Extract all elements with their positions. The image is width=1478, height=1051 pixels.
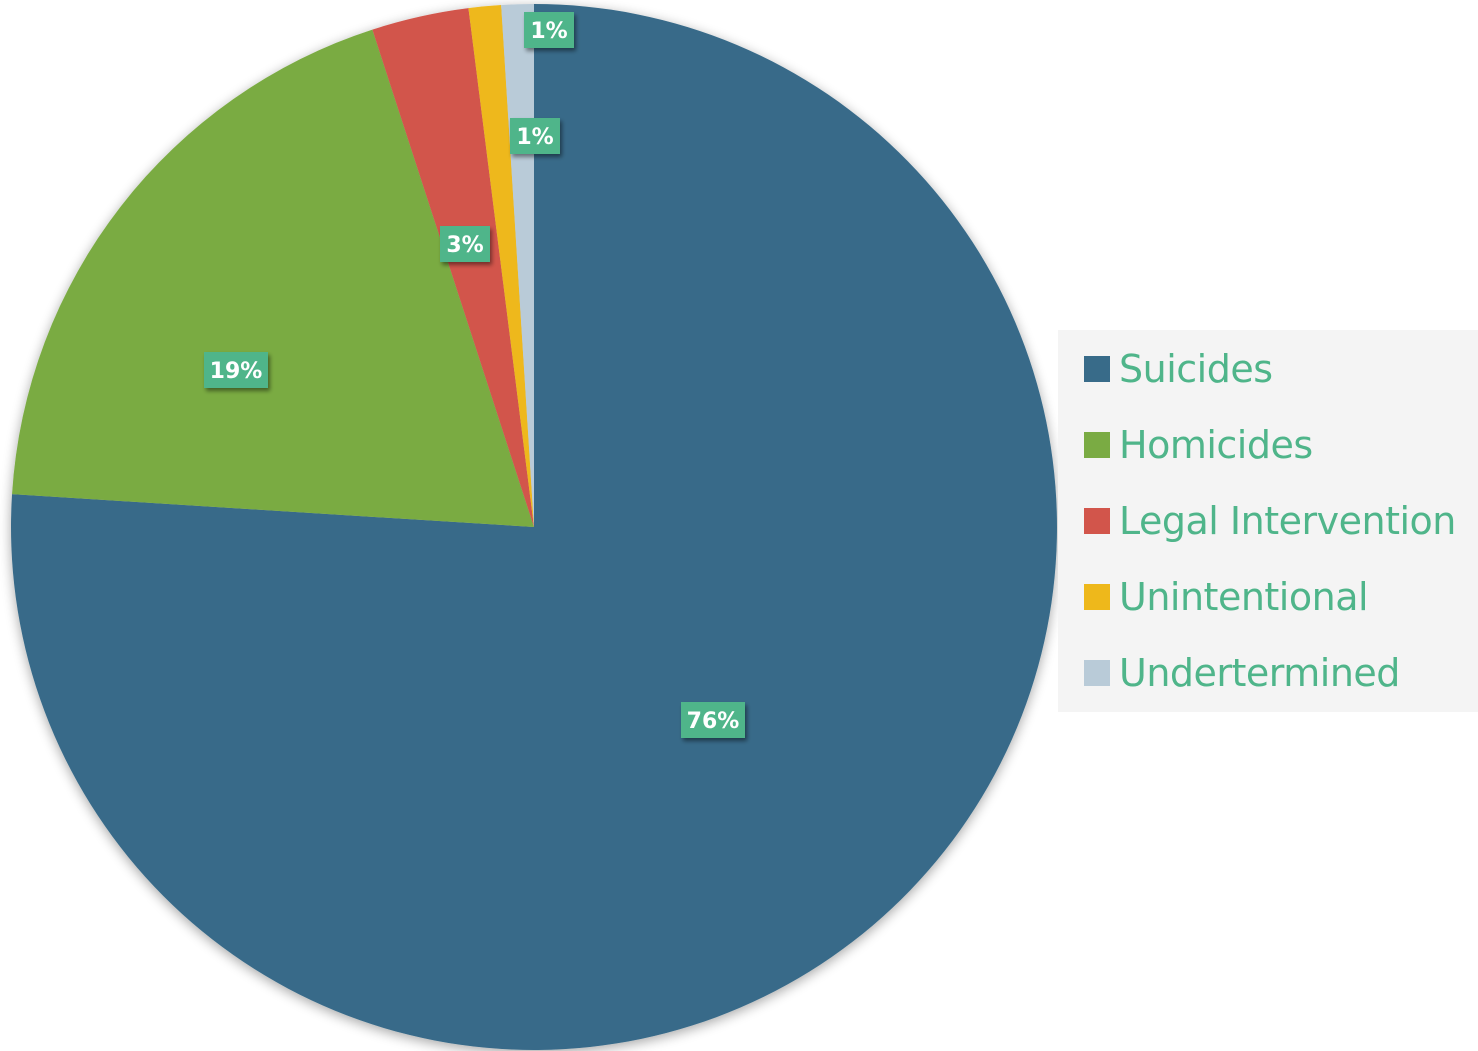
pie-slices [11,4,1058,1050]
data-label-box [681,702,745,738]
legend-item-legal-intervention: Legal Intervention [1084,498,1456,544]
pie-slice-unintentional [468,5,534,527]
legend-label: Suicides [1119,347,1273,391]
legend-swatch [1084,584,1110,610]
data-label-box [510,118,560,154]
data-label-suicides: 76% [681,702,745,738]
legend-label: Homicides [1119,423,1313,467]
data-label-unintentional: 1% [510,118,560,154]
legend-swatch [1084,432,1110,458]
legend-item-homicides: Homicides [1084,422,1313,468]
legend: Suicides Homicides Legal Intervention Un… [1058,330,1478,712]
pie-slice-legal-intervention [372,8,534,527]
legend-swatch [1084,508,1110,534]
legend-label: Undertermined [1119,651,1400,695]
data-label-box [204,352,268,388]
data-label-text: 19% [210,359,263,384]
legend-label: Unintentional [1119,575,1369,619]
legend-item-undertermined: Undertermined [1084,650,1400,696]
data-label-text: 1% [530,19,567,44]
legend-swatch [1084,356,1110,382]
data-label-undertermined: 1% [524,12,574,48]
pie-slice-suicides [11,4,1058,1050]
data-label-text: 76% [687,709,740,734]
legend-swatch [1084,660,1110,686]
data-label-text: 1% [516,125,553,150]
data-label-homicides: 19% [204,352,268,388]
data-label-box [524,12,574,48]
pie-data-labels: 76% 19% 3% 1% 1% [204,12,745,738]
data-label-box [440,226,490,262]
legend-item-suicides: Suicides [1084,346,1273,392]
legend-label: Legal Intervention [1119,499,1456,543]
data-label-legal-intervention: 3% [440,226,490,262]
pie-slice-homicides [12,29,534,527]
legend-item-unintentional: Unintentional [1084,574,1369,620]
data-label-text: 3% [446,233,483,258]
